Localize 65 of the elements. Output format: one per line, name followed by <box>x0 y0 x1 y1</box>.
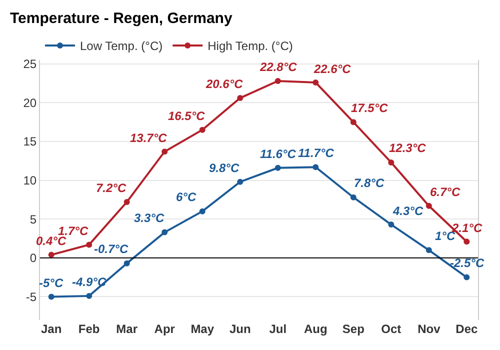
data-label: 11.7°C <box>298 146 334 160</box>
point <box>388 159 394 166</box>
x-tick-label: Oct <box>381 322 402 336</box>
point <box>464 274 470 280</box>
x-tick-label: Aug <box>304 322 328 336</box>
y-tick-label: 15 <box>23 134 37 149</box>
point <box>464 238 470 245</box>
point <box>86 292 92 299</box>
x-tick-label: Dec <box>456 322 478 336</box>
x-tick-label: Jan <box>40 322 62 336</box>
data-label: -5°C <box>39 276 64 290</box>
data-label: 3.3°C <box>134 211 164 225</box>
data-label: -2.5°C <box>450 256 484 270</box>
x-tick-label: Nov <box>418 322 441 336</box>
legend-label: High Temp. (°C) <box>208 39 293 54</box>
x-tick-label: Jun <box>229 322 251 336</box>
point <box>388 222 394 228</box>
x-tick-label: May <box>190 322 214 336</box>
y-tick-label: 25 <box>23 57 37 72</box>
point <box>274 78 281 84</box>
point <box>86 242 92 248</box>
point <box>48 294 54 300</box>
point <box>350 119 356 126</box>
data-label: -0.7°C <box>94 242 128 256</box>
data-label: 9.8°C <box>209 161 240 175</box>
point <box>199 208 206 214</box>
point <box>48 252 54 258</box>
x-tick-label: Sep <box>342 322 364 336</box>
point <box>426 202 432 209</box>
data-label: 12.3°C <box>389 141 426 155</box>
point <box>237 95 244 102</box>
point <box>312 80 319 86</box>
y-tick-label: 5 <box>30 212 37 226</box>
x-tick-label: Apr <box>154 322 176 336</box>
data-label: 11.6°C <box>260 147 296 161</box>
data-label: 6°C <box>176 190 196 204</box>
data-label: 4.3°C <box>392 204 424 218</box>
data-label: 7.8°C <box>354 176 384 190</box>
point <box>124 260 130 266</box>
point <box>350 194 356 200</box>
legend-label: Low Temp. (°C) <box>80 39 163 54</box>
y-tick-label: -5 <box>26 290 37 304</box>
data-label: 20.6°C <box>205 77 244 91</box>
data-label: 6.7°C <box>430 185 460 199</box>
y-tick-label: 10 <box>23 174 37 188</box>
x-tick-label: Feb <box>78 322 100 336</box>
point <box>426 247 432 254</box>
x-tick-label: Mar <box>116 322 138 336</box>
point <box>199 126 206 133</box>
point <box>237 178 244 185</box>
point <box>162 229 168 236</box>
y-tick-label: 0 <box>30 251 37 266</box>
point <box>162 148 168 155</box>
point <box>312 164 319 170</box>
data-label: 16.5°C <box>168 109 206 123</box>
y-tick-label: 20 <box>23 96 37 110</box>
point <box>274 164 281 171</box>
data-label: 13.7°C <box>130 131 168 145</box>
data-label: 7.2°C <box>96 181 126 195</box>
chart-title: Temperature - Regen, Germany <box>10 10 233 27</box>
x-tick-label: Jul <box>269 322 287 336</box>
data-label: 22.8°C <box>259 60 298 74</box>
data-label: 17.5°C <box>351 101 388 115</box>
data-label: 22.6°C <box>313 62 352 76</box>
point <box>124 199 130 206</box>
